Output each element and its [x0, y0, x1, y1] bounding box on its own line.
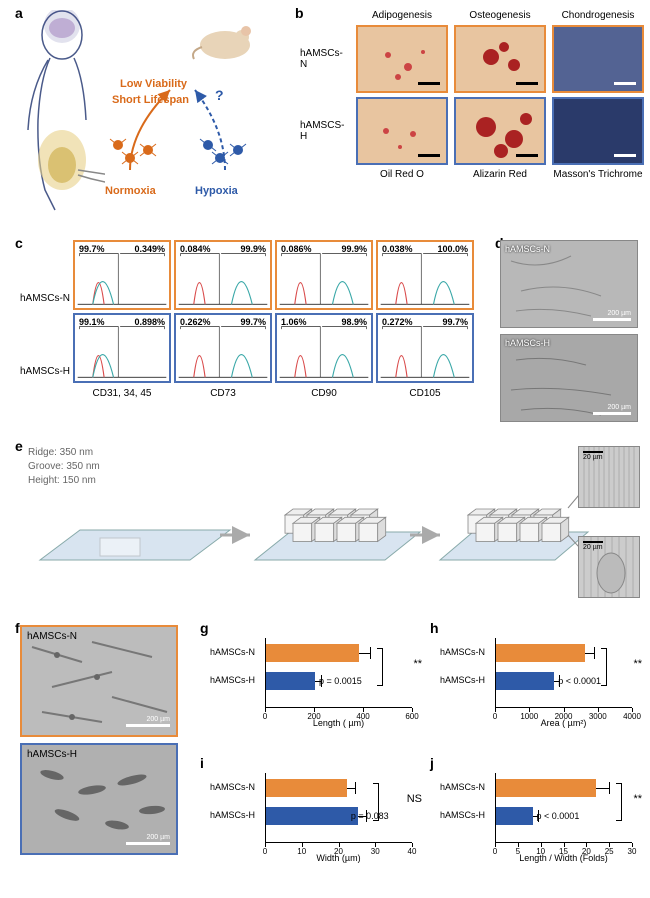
chart-h: hAMSCs-NhAMSCs-Hp < 0.0001**010002000300…	[440, 630, 640, 730]
human-outline	[20, 10, 105, 220]
c-row-label: hAMSCs-N	[20, 240, 70, 310]
panel-e: Ridge: 350 nm Groove: 350 nm Height: 150…	[20, 440, 630, 610]
facs-hist: 99.1%0.898%	[73, 313, 171, 383]
b-img-n-osteo	[454, 25, 546, 93]
e-spec: Ridge: 350 nm Groove: 350 nm Height: 150…	[28, 446, 100, 488]
facs-hist: 99.7%0.349%	[73, 240, 171, 310]
e-micro-1: 20 µm	[578, 446, 640, 508]
f-label-h: hAMSCs-H	[27, 749, 77, 760]
b-img-n-adipo	[356, 25, 448, 93]
b-hdr-osteo: Osteogenesis	[454, 10, 546, 21]
b-img-n-chondro	[552, 25, 644, 93]
e-height: Height: 150 nm	[28, 474, 100, 488]
c-row-label: hAMSCs-H	[20, 313, 70, 383]
panel-b: Adipogenesis Osteogenesis Chondrogenesis…	[300, 10, 640, 180]
f-sb-h: 200 µm	[147, 834, 171, 841]
f-sb-n: 200 µm	[147, 716, 171, 723]
c-marker-label: CD73	[174, 386, 272, 399]
e-sb2: 20 µm	[583, 544, 603, 551]
d-img-h: hAMSCs-H 200 µm	[500, 334, 638, 422]
b-row-n: hAMSCs-N	[300, 48, 350, 70]
c-marker-label: CD105	[376, 386, 474, 399]
panel-a: ? Low Viability Short Lifespan Normoxia …	[20, 10, 280, 230]
e-schematic	[20, 440, 630, 610]
b-foot-oilred: Oil Red O	[356, 169, 448, 180]
panel-g-label: g	[200, 620, 209, 636]
d-img-n: hAMSCs-N 200 µm	[500, 240, 638, 328]
chart-g: hAMSCs-NhAMSCs-Hp = 0.0015**0200400600Le…	[210, 630, 420, 730]
chart-i: hAMSCs-NhAMSCs-Hp = 0.083NS010203040Widt…	[210, 765, 420, 865]
d-scalebar-h: 200 µm	[608, 404, 632, 411]
mouse-icon	[190, 15, 260, 65]
b-hdr-adipo: Adipogenesis	[356, 10, 448, 21]
label-normoxia: Normoxia	[105, 185, 156, 197]
b-row-h: hAMSCS-H	[300, 120, 350, 142]
label-hypoxia: Hypoxia	[195, 185, 238, 197]
panel-a-flow: ? Low Viability Short Lifespan	[100, 70, 280, 188]
d-label-h: hAMSCs-H	[505, 338, 550, 348]
c-marker-label: CD31, 34, 45	[73, 386, 171, 399]
svg-text:?: ?	[215, 87, 224, 103]
facs-hist: 0.084%99.9%	[174, 240, 272, 310]
panel-d: hAMSCs-N 200 µm hAMSCs-H 200 µm	[500, 240, 640, 428]
panel-h-label: h	[430, 620, 439, 636]
d-label-n: hAMSCs-N	[505, 244, 550, 254]
facs-hist: 0.262%99.7%	[174, 313, 272, 383]
b-foot-alizarin: Alizarin Red	[454, 169, 546, 180]
f-label-n: hAMSCs-N	[27, 631, 77, 642]
e-ridge: Ridge: 350 nm	[28, 446, 100, 460]
panel-c: hAMSCs-N99.7%0.349%0.084%99.9%0.086%99.9…	[20, 240, 480, 399]
facs-hist: 1.06%98.9%	[275, 313, 373, 383]
e-groove: Groove: 350 nm	[28, 460, 100, 474]
b-img-h-osteo	[454, 97, 546, 165]
chart-j: hAMSCs-NhAMSCs-Hp < 0.0001**051015202530…	[440, 765, 640, 865]
e-sb1: 20 µm	[583, 454, 603, 461]
panel-f: hAMSCs-N 200 µm hAMSCs-H 200 µm	[20, 625, 180, 861]
panel-j-label: j	[430, 755, 434, 771]
facs-hist: 0.038%100.0%	[376, 240, 474, 310]
d-scalebar-n: 200 µm	[608, 310, 632, 317]
facs-hist: 0.272%99.7%	[376, 313, 474, 383]
f-img-n: hAMSCs-N 200 µm	[20, 625, 178, 737]
b-foot-masson: Masson's Trichrome	[552, 169, 644, 180]
b-img-h-chondro	[552, 97, 644, 165]
e-micro-2: 20 µm	[578, 536, 640, 598]
facs-hist: 0.086%99.9%	[275, 240, 373, 310]
text-low-viability: Low Viability	[120, 78, 187, 90]
text-short-lifespan: Short Lifespan	[112, 94, 189, 106]
b-hdr-chondro: Chondrogenesis	[552, 10, 644, 21]
panel-i-label: i	[200, 755, 204, 771]
b-img-h-adipo	[356, 97, 448, 165]
c-marker-label: CD90	[275, 386, 373, 399]
f-img-h: hAMSCs-H 200 µm	[20, 743, 178, 855]
panel-f-label: f	[15, 620, 20, 636]
